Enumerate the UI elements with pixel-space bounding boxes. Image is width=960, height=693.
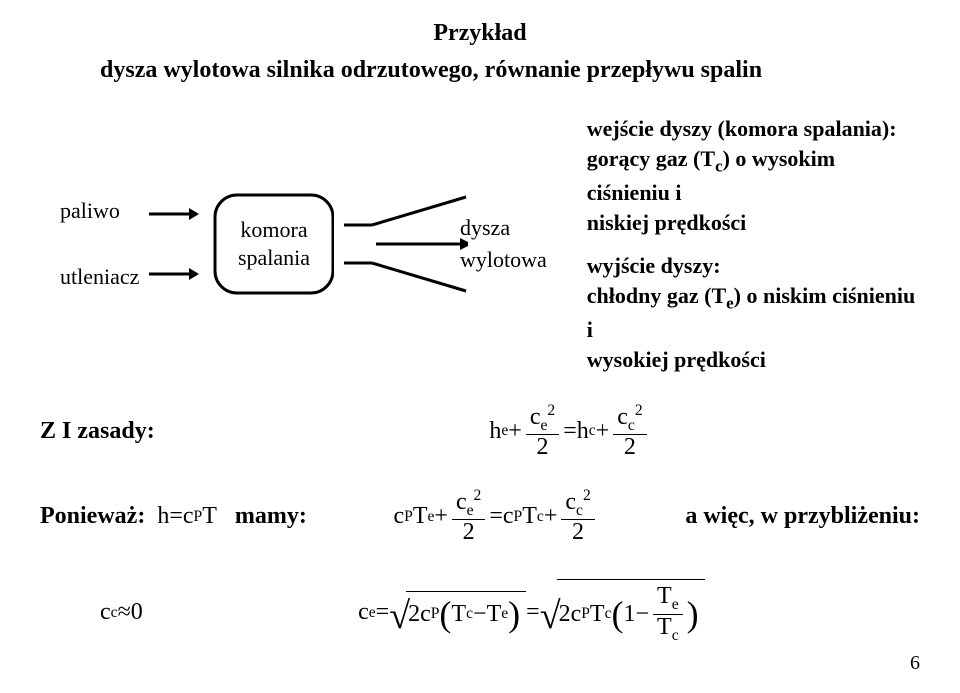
label-dysza: dysza — [460, 215, 547, 241]
equation-first-law: Z I zasady: he + ce2 2 = hc + cc2 2 — [40, 403, 920, 460]
box-label-bottom: spalania — [238, 245, 310, 270]
page: Przykład dysza wylotowa silnika odrzutow… — [0, 0, 960, 693]
eq1-label: Z I zasady: — [40, 418, 220, 445]
title: Przykład — [40, 20, 920, 47]
inlet-desc-line2: niskiej prędkości — [587, 208, 920, 238]
inlet-heading: wejście dyszy (komora spalania): — [587, 114, 920, 144]
equation-enthalpy: Ponieważ: h = cPT mamy: cPTe + ce2 2 = c… — [40, 488, 920, 545]
label-utleniacz: utleniacz — [60, 264, 139, 290]
eq3-main: ce = √ 2cP ( Tc − Te ) = √ 2cPTc ( — [358, 579, 705, 645]
outlet-desc-line2: wysokiej prędkości — [587, 345, 920, 375]
description-block: wejście dyszy (komora spalania): gorący … — [587, 114, 920, 375]
outlet-heading: wyjście dyszy: — [587, 251, 920, 281]
arrow-icon — [149, 204, 199, 224]
diagram-row: paliwo utleniacz komora spalania — [40, 114, 920, 375]
input-labels: paliwo utleniacz — [60, 198, 139, 290]
combustion-chamber-icon: komora spalania — [209, 189, 333, 299]
inlet-arrows — [149, 204, 199, 284]
page-number: 6 — [910, 652, 920, 675]
arrow-icon — [149, 264, 199, 284]
subtitle: dysza wylotowa silnika odrzutowego, równ… — [40, 57, 920, 84]
eq2-suffix: a więc, w przybliżeniu: — [685, 503, 920, 530]
label-paliwo: paliwo — [60, 198, 139, 224]
nozzle-icon — [344, 189, 468, 299]
label-wylotowa: wylotowa — [460, 247, 547, 273]
eq1-math: he + ce2 2 = hc + cc2 2 — [489, 403, 650, 460]
nozzle-labels: dysza wylotowa — [460, 215, 547, 273]
inlet-desc-line1: gorący gaz (Tc) o wysokim ciśnieniu i — [587, 144, 920, 208]
equation-result: cc ≈ 0 ce = √ 2cP ( Tc − Te ) = √ — [40, 579, 920, 645]
eq3-approx: cc ≈ 0 — [100, 599, 143, 626]
eq2-left: Ponieważ: h = cPT mamy: — [40, 503, 307, 530]
box-label-top: komora — [241, 217, 308, 242]
outlet-desc-line1: chłodny gaz (Te) o niskim ciśnieniu i — [587, 281, 920, 345]
eq2-mid: cPTe + ce2 2 = cPTc + cc2 2 — [393, 488, 598, 545]
